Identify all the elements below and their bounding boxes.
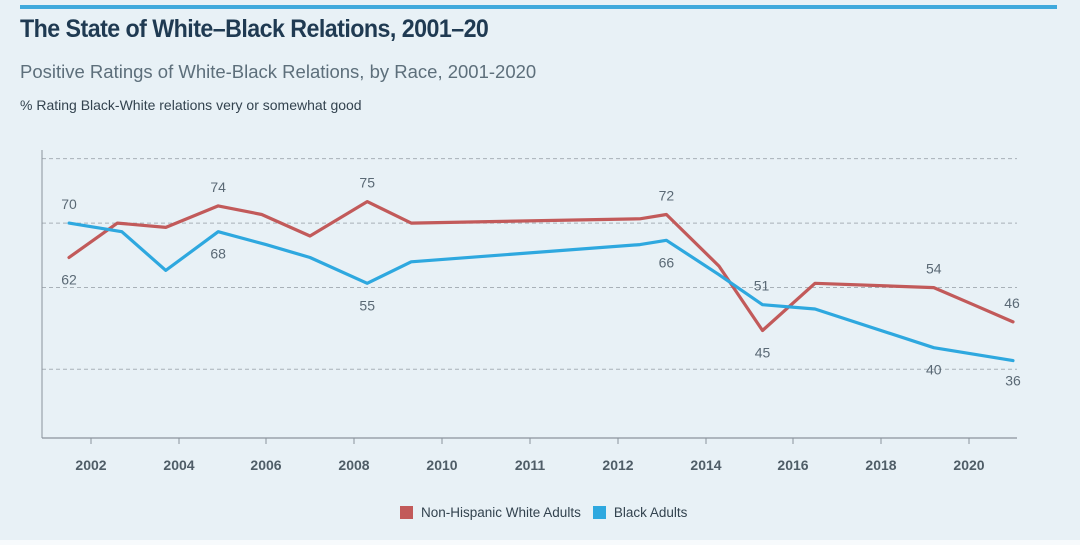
data-label-black-9: 66 [659, 254, 675, 270]
legend-item-black: Black Adults [592, 505, 688, 520]
data-label-white-11: 45 [755, 345, 771, 361]
bottom-bar [0, 540, 1080, 545]
data-label-white-15: 46 [1004, 295, 1020, 311]
x-tick-label-2008: 2008 [338, 457, 369, 473]
chart-ylabel-note: % Rating Black-White relations very or s… [20, 97, 362, 113]
x-tick-label-2010: 2010 [426, 457, 457, 473]
data-label-white-13: 54 [926, 261, 942, 277]
chart-title: The State of White–Black Relations, 2001… [20, 15, 489, 43]
data-label-black-3: 68 [210, 246, 226, 262]
legend-item-white: Non-Hispanic White Adults [400, 505, 581, 520]
x-tick-label-2012: 2012 [602, 457, 633, 473]
x-tick-label-2016: 2016 [777, 457, 808, 473]
series-line-black [67, 221, 1015, 363]
data-label-black-0: 70 [61, 196, 77, 212]
x-tick-label-2006: 2006 [250, 457, 281, 473]
legend: Non-Hispanic White Adults Black Adults [400, 505, 699, 520]
top-accent-bar [20, 5, 1057, 9]
data-label-black-13: 40 [926, 362, 942, 378]
x-tick-label-2002: 2002 [75, 457, 106, 473]
chart-subtitle: Positive Ratings of White-Black Relation… [20, 61, 537, 82]
data-label-white-9: 72 [659, 187, 675, 203]
data-label-white-3: 74 [210, 179, 226, 195]
data-label-black-6: 55 [359, 297, 375, 313]
data-label-black-14: 36 [1005, 373, 1021, 389]
legend-label-white: Non-Hispanic White Adults [421, 505, 581, 520]
legend-swatch-black [592, 506, 606, 519]
x-tick-label-2020: 2020 [953, 457, 984, 473]
x-tick-label-2004: 2004 [163, 457, 194, 473]
data-label-white-6: 75 [359, 175, 375, 191]
legend-swatch-white [400, 506, 413, 519]
data-label-black-11: 51 [754, 278, 770, 294]
legend-label-black: Black Adults [613, 505, 688, 520]
series-line-white [67, 200, 1015, 333]
data-label-white-0: 62 [61, 271, 77, 287]
x-tick-label-2018: 2018 [865, 457, 896, 473]
x-tick-label-2011: 2011 [515, 457, 546, 473]
x-tick-label-2014: 2014 [690, 457, 721, 473]
